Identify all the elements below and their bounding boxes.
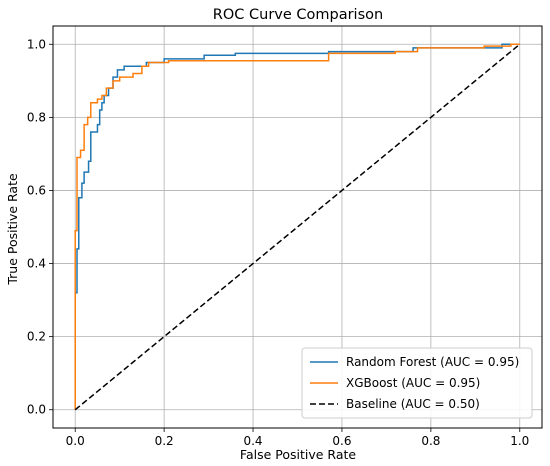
axis-ticks: 0.0 0.2 0.4 0.6 0.8 1.0 0.0 0.2 0.4 0.6 0.8 1.0 <box>27 37 529 448</box>
x-tick-label: 0.4 <box>243 434 262 448</box>
y-tick-label: 0.6 <box>27 183 46 197</box>
legend-box <box>301 347 533 419</box>
chart-title: ROC Curve Comparison <box>213 7 383 23</box>
series-line-2 <box>74 43 520 410</box>
legend-label: Random Forest (AUC = 0.95) <box>346 355 519 369</box>
legend: Random Forest (AUC = 0.95) XGBoost (AUC =… <box>301 347 533 419</box>
x-tick-label: 0.2 <box>155 434 174 448</box>
y-tick-label: 0.0 <box>27 403 46 417</box>
x-axis-title: False Positive Rate <box>240 447 356 462</box>
x-tick-label: 0.8 <box>421 434 440 448</box>
series-line-3 <box>74 43 521 411</box>
y-tick-label: 1.0 <box>27 37 46 51</box>
series-lines <box>74 43 521 411</box>
x-tick-label: 1.0 <box>510 434 529 448</box>
y-axis-title: True Positive Rate <box>5 173 20 286</box>
series-line-1 <box>74 43 520 410</box>
y-tick-label: 0.2 <box>27 330 46 344</box>
x-tick-label: 0.6 <box>332 434 351 448</box>
legend-label: Baseline (AUC = 0.50) <box>346 397 480 411</box>
x-tick-label: 0.0 <box>66 434 85 448</box>
legend-label: XGBoost (AUC = 0.95) <box>346 376 480 390</box>
y-tick-label: 0.8 <box>27 110 46 124</box>
plot-frame <box>52 25 543 429</box>
grid-lines <box>53 26 542 428</box>
y-tick-label: 0.4 <box>27 257 46 271</box>
